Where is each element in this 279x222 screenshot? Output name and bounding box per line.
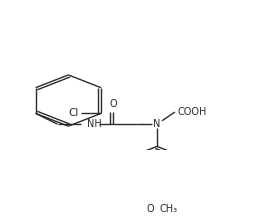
Text: CH₃: CH₃ xyxy=(160,204,178,214)
Text: NH: NH xyxy=(87,119,102,129)
Text: N: N xyxy=(153,119,161,129)
Text: COOH: COOH xyxy=(178,107,207,117)
Text: Cl: Cl xyxy=(69,108,79,118)
Text: O: O xyxy=(109,99,117,109)
Text: O: O xyxy=(146,204,154,214)
